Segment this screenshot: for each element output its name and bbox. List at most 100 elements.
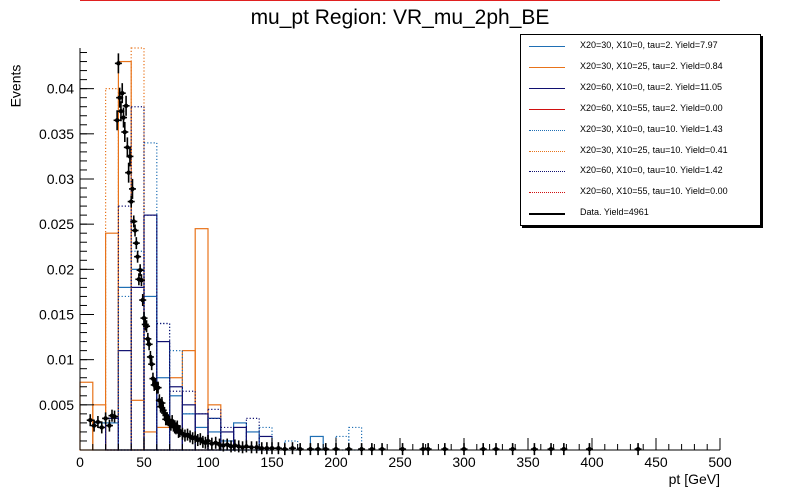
histogram-bar <box>117 205 132 451</box>
histogram-bar <box>143 214 158 451</box>
x-tick-label: 250 <box>388 454 412 470</box>
histogram-bar <box>130 286 145 451</box>
legend-entry: X20=60, X10=55, tau=2. Yield=0.00 <box>521 100 760 120</box>
histogram-bar <box>104 422 119 451</box>
data-point <box>212 436 220 449</box>
x-tick-label: 50 <box>136 454 152 470</box>
data-point <box>114 53 122 74</box>
legend-entry: X20=30, X10=0, tau=2. Yield=7.97 <box>521 37 760 57</box>
data-point <box>492 443 500 456</box>
histogram-bar <box>130 399 145 451</box>
data-point <box>113 110 121 131</box>
data-point <box>288 442 296 455</box>
data-point <box>136 264 144 277</box>
y-tick-label: 0.005 <box>39 397 74 413</box>
y-tick-label: 0.035 <box>39 126 74 142</box>
data-point <box>127 195 135 208</box>
x-tick-label: 200 <box>324 454 348 470</box>
legend-label: X20=60, X10=0, tau=10. Yield=1.42 <box>580 165 723 176</box>
histogram-bar <box>104 88 119 451</box>
x-tick-label: 300 <box>452 454 476 470</box>
y-tick-label: 0.025 <box>39 216 74 232</box>
x-tick-label: 450 <box>644 454 668 470</box>
legend-label: X20=60, X10=0, tau=2. Yield=11.05 <box>580 81 722 92</box>
data-point <box>94 415 102 428</box>
legend-entry: X20=60, X10=0, tau=2. Yield=11.05 <box>521 79 760 99</box>
data-point <box>131 224 139 237</box>
data-point <box>125 162 133 183</box>
histogram-bar <box>143 431 158 451</box>
legend-swatch <box>529 87 565 89</box>
legend-swatch <box>529 46 565 47</box>
series-2 <box>104 214 273 451</box>
data-point <box>134 250 142 263</box>
legend-entry: Data. Yield=4961 <box>521 204 760 224</box>
histogram-bar <box>117 286 132 451</box>
x-tick-label: 400 <box>580 454 604 470</box>
data-point <box>132 237 140 250</box>
data-point <box>148 358 156 371</box>
legend-swatch <box>529 129 565 131</box>
legend-label: X20=30, X10=25, tau=2. Yield=0.84 <box>580 60 723 71</box>
data-point <box>126 146 134 167</box>
data-point <box>139 294 147 307</box>
top-border-line <box>80 0 720 1</box>
data-point <box>634 443 642 456</box>
data-point <box>530 443 538 456</box>
x-tick-label: 100 <box>196 454 220 470</box>
legend: X20=30, X10=0, tau=2. Yield=7.97 X20=30, … <box>520 34 761 226</box>
legend-swatch <box>529 108 565 110</box>
legend-label: X20=30, X10=0, tau=2. Yield=7.97 <box>580 40 718 50</box>
histogram-bar <box>169 377 184 451</box>
x-axis-label: pt [GeV] <box>668 471 720 487</box>
legend-swatch <box>529 150 565 152</box>
histogram-bar <box>348 426 363 451</box>
histogram-bar <box>130 47 145 451</box>
data-point <box>98 421 106 434</box>
series-layer <box>79 47 363 451</box>
y-tick-label: 0.015 <box>39 306 74 322</box>
data-point <box>121 122 129 143</box>
data-point <box>253 441 261 454</box>
legend-label: Data. Yield=4961 <box>580 207 649 218</box>
histogram-bar <box>245 417 260 451</box>
y-tick-label: 0.03 <box>47 171 74 187</box>
histogram-bar <box>117 350 132 451</box>
legend-entry: X20=30, X10=25, tau=2. Yield=0.84 <box>521 58 760 78</box>
legend-entry: X20=60, X10=55, tau=10. Yield=0.00 <box>521 183 760 203</box>
data-point <box>143 320 151 333</box>
histogram-bar <box>207 417 222 451</box>
x-tick-label: 150 <box>260 454 284 470</box>
legend-entry: X20=60, X10=0, tau=10. Yield=1.42 <box>521 162 760 182</box>
data-point <box>137 274 145 287</box>
legend-swatch <box>529 213 565 216</box>
data-point <box>130 215 138 228</box>
data-point <box>314 443 322 456</box>
legend-label: X20=60, X10=55, tau=10. Yield=0.00 <box>580 186 728 197</box>
histogram-bar <box>194 228 209 451</box>
data-point <box>90 419 98 432</box>
x-tick-label: 350 <box>516 454 540 470</box>
data-point <box>102 412 110 425</box>
data-point <box>118 83 126 104</box>
series-6 <box>104 106 260 451</box>
histogram-bar <box>117 295 132 451</box>
histogram-bar <box>156 426 171 451</box>
legend-label: X20=60, X10=55, tau=2. Yield=0.00 <box>580 102 723 113</box>
series-5 <box>104 47 145 451</box>
data-point <box>120 107 128 128</box>
data-point <box>248 441 256 454</box>
legend-entry: X20=30, X10=25, tau=10. Yield=0.41 <box>521 142 760 162</box>
data-point <box>479 443 487 456</box>
x-tick-label: 500 <box>708 454 732 470</box>
x-tick-label: 0 <box>76 454 84 470</box>
legend-swatch <box>529 66 565 68</box>
data-point <box>128 178 136 199</box>
legend-swatch <box>529 192 565 194</box>
data-point <box>111 410 119 423</box>
data-point <box>146 350 154 363</box>
y-tick-label: 0.02 <box>47 261 74 277</box>
legend-label: X20=30, X10=0, tau=10. Yield=1.43 <box>580 123 723 134</box>
axes-layer: 0 50 100 150 200 250 300 350 400 450 500 0.005 0.01 0… <box>39 48 732 470</box>
data-point <box>145 338 153 351</box>
